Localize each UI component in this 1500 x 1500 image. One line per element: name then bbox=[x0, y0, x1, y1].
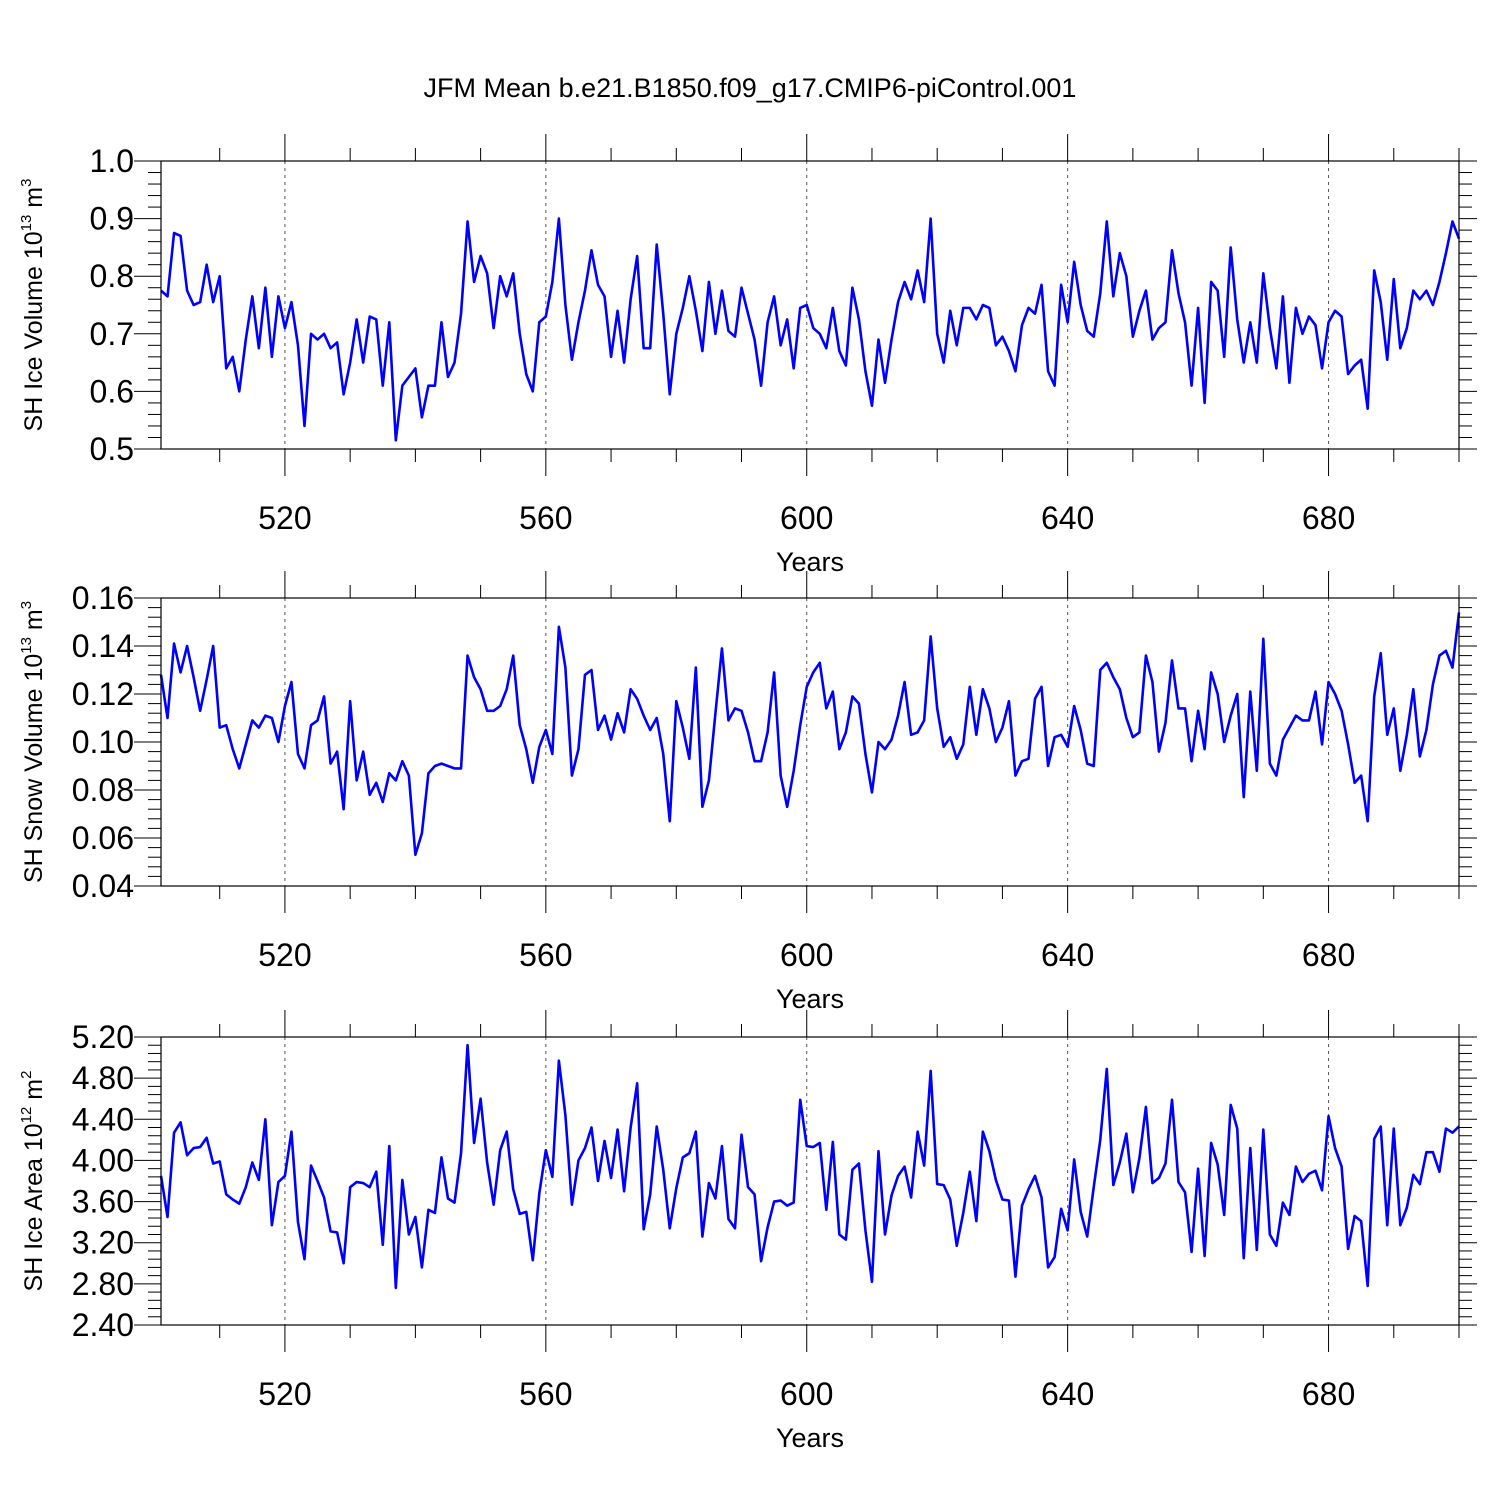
y-tick-label: 4.80 bbox=[72, 1060, 134, 1096]
y-axis-label: SH Ice Volume 1013 m3 bbox=[18, 179, 48, 432]
x-tick-label: 680 bbox=[1302, 937, 1355, 973]
x-tick-label: 520 bbox=[258, 1376, 311, 1412]
y-tick-label: 0.7 bbox=[90, 316, 134, 352]
panel-snow-volume: 0.04 0.06 0.08 0.10 0.12 0.14 0.16 520 560 600 640… bbox=[18, 571, 1477, 1014]
y-tick-label: 2.80 bbox=[72, 1266, 134, 1302]
panel-ice-area: 2.40 2.80 3.20 3.60 4.00 4.40 4.80 5.20 520 560 60… bbox=[18, 1010, 1477, 1453]
x-axis-label: Years bbox=[776, 547, 844, 577]
plot-frame bbox=[160, 597, 1460, 887]
series-line bbox=[160, 217, 1461, 442]
y-tick-label: 0.04 bbox=[72, 868, 134, 904]
y-tick-label: 4.40 bbox=[72, 1101, 134, 1137]
y-axis-label: SH Snow Volume 1013 m3 bbox=[18, 601, 48, 883]
x-tick-label: 600 bbox=[780, 937, 833, 973]
x-tick-label: 520 bbox=[258, 500, 311, 536]
x-tick-label: 600 bbox=[780, 1376, 833, 1412]
y-tick-label: 0.12 bbox=[72, 676, 134, 712]
x-tick-label: 640 bbox=[1041, 1376, 1094, 1412]
x-tick-label: 680 bbox=[1302, 1376, 1355, 1412]
x-tick-label: 680 bbox=[1302, 500, 1355, 536]
plot-frame bbox=[160, 1036, 1460, 1326]
y-tick-label: 0.9 bbox=[90, 201, 134, 237]
y-tick-label: 5.20 bbox=[72, 1019, 134, 1055]
y-tick-label: 0.16 bbox=[72, 580, 134, 616]
y-tick-label: 0.10 bbox=[72, 724, 134, 760]
series-line bbox=[159, 1043, 1460, 1290]
x-axis-label: Years bbox=[776, 1423, 844, 1453]
x-tick-label: 640 bbox=[1041, 937, 1094, 973]
y-tick-label: 1.0 bbox=[90, 143, 134, 179]
y-tick-label: 3.60 bbox=[72, 1184, 134, 1220]
chart-title: JFM Mean b.e21.B1850.f09_g17.CMIP6-piCon… bbox=[424, 73, 1077, 103]
series-line bbox=[159, 612, 1461, 857]
y-tick-label: 0.06 bbox=[72, 820, 134, 856]
y-tick-label: 0.8 bbox=[90, 258, 134, 294]
y-axis-label: SH Ice Area 1012 m2 bbox=[18, 1071, 48, 1292]
x-tick-label: 560 bbox=[519, 937, 572, 973]
panel-ice-volume: 0.5 0.6 0.7 0.8 0.9 1.0 520 560 600 640 680 Years SH… bbox=[18, 134, 1477, 577]
x-tick-label: 560 bbox=[519, 500, 572, 536]
y-tick-label: 4.00 bbox=[72, 1142, 134, 1178]
y-tick-label: 0.08 bbox=[72, 772, 134, 808]
x-tick-label: 520 bbox=[258, 937, 311, 973]
y-tick-label: 0.6 bbox=[90, 373, 134, 409]
x-tick-label: 600 bbox=[780, 500, 833, 536]
x-tick-label: 560 bbox=[519, 1376, 572, 1412]
x-tick-label: 640 bbox=[1041, 500, 1094, 536]
y-tick-label: 0.5 bbox=[90, 431, 134, 467]
y-tick-label: 2.40 bbox=[72, 1307, 134, 1343]
x-axis-label: Years bbox=[776, 984, 844, 1014]
plot-frame bbox=[160, 160, 1460, 450]
y-tick-label: 0.14 bbox=[72, 628, 134, 664]
y-tick-label: 3.20 bbox=[72, 1225, 134, 1261]
